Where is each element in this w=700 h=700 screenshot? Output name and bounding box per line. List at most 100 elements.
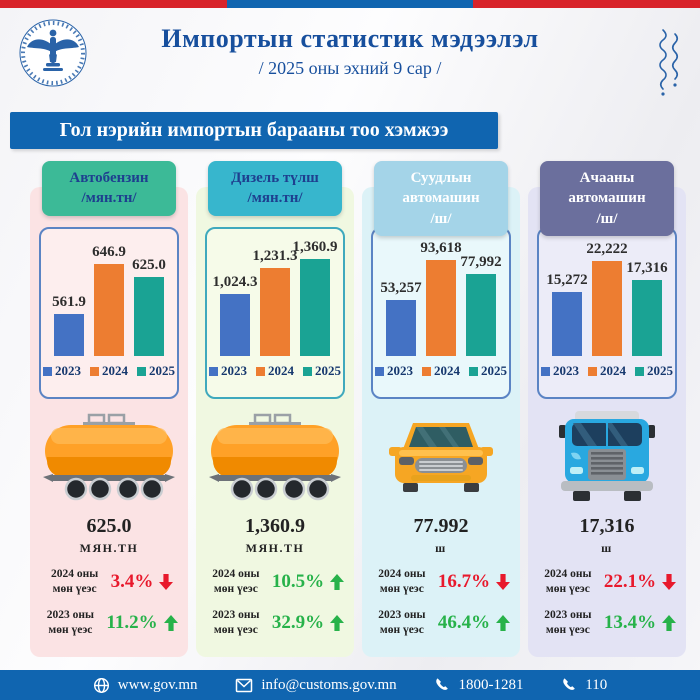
footer-phone-link[interactable]: 1800-1281 — [434, 677, 523, 694]
change-vs-2023: 2023 оны мөн үеэс 13.4% — [532, 608, 682, 638]
total-unit: МЯН.ТН — [79, 541, 139, 555]
column-passenger-cars: Суудлын автомашин /ш/ 53,257 93,618 77,992… — [362, 161, 520, 657]
change-label: 2023 оны мөн үеэс — [378, 608, 426, 636]
chart-legend: 2023 2024 2025 — [209, 363, 341, 379]
chart-legend: 2023 2024 2025 — [375, 363, 507, 379]
chart-plot: 1,024.3 1,231.3 1,360.9 — [209, 237, 341, 356]
legend-item-2023: 2023 — [209, 363, 247, 379]
column-gasoline: Автобензин /мян.тн/ 561.9 646.9 625.0 2023… — [30, 161, 188, 657]
legend-item-2025: 2025 — [635, 363, 673, 379]
column-title-line: Автобензин — [69, 170, 149, 186]
top-stripe-red-right — [473, 0, 700, 8]
legend-item-2023: 2023 — [43, 363, 81, 379]
change-label: 2024 оны мөн үеэс — [51, 568, 99, 595]
change-vs-2024: 2024 оны мөн үеэс 3.4% — [34, 567, 184, 597]
car-icon — [389, 423, 493, 492]
change-percent: 32.9% — [271, 611, 325, 633]
change-rows: 2024 оны мөн үеэс 22.1% 2023 оны мөн үеэс … — [528, 565, 686, 638]
chart-legend: 2023 2024 2025 — [541, 363, 673, 379]
top-stripe-red-left — [0, 0, 227, 8]
total-unit: ш — [435, 541, 447, 555]
column-title-line: Ачааны — [579, 170, 635, 186]
bar-2025: 77,992 — [460, 254, 502, 356]
change-label: 2023 оны мөн үеэс — [212, 608, 260, 636]
change-rows: 2024 оны мөн үеэс 10.5% 2023 оны мөн үеэс … — [196, 565, 354, 638]
total-value: 625.0 — [86, 515, 132, 537]
bar-chart-gasoline: 561.9 646.9 625.0 2023 2024 2025 — [39, 227, 179, 399]
change-vs-2024: 2024 оны мөн үеэс 22.1% — [532, 567, 682, 597]
rail-tanker-icon — [209, 413, 341, 501]
total-block: 77.992 ш — [362, 515, 520, 565]
bar-chart-passenger-cars: 53,257 93,618 77,992 2023 2024 2025 — [371, 227, 511, 399]
change-label: 2024 оны мөн үеэс — [378, 568, 426, 595]
change-percent: 16.7% — [437, 570, 491, 592]
column-panel: 53,257 93,618 77,992 2023 2024 2025 — [362, 187, 520, 657]
change-vs-2024: 2024 оны мөн үеэс 10.5% — [200, 567, 350, 597]
footer: www.gov.mn info@customs.gov.mn 1800-1281… — [0, 670, 700, 700]
bar-2024: 22,222 — [586, 241, 628, 356]
footer-email-link[interactable]: info@customs.gov.mn — [235, 677, 397, 694]
column-header-gasoline: Автобензин /мян.тн/ — [42, 161, 176, 216]
change-vs-2023: 2023 оны мөн үеэс 32.9% — [200, 608, 350, 638]
legend-item-2025: 2025 — [137, 363, 175, 379]
bar-2023: 561.9 — [52, 294, 86, 356]
arrow-icon — [330, 573, 345, 590]
total-value: 77.992 — [413, 515, 469, 537]
email-icon — [236, 678, 253, 692]
column-unit-line: /мян.тн/ — [247, 190, 303, 207]
arrow-icon — [496, 614, 511, 631]
column-title-line: Дизель түлш — [231, 170, 319, 186]
bar-2025: 625.0 — [132, 257, 166, 356]
vehicle-illustration — [528, 399, 686, 515]
vehicle-illustration — [30, 399, 188, 515]
arrow-icon — [163, 614, 178, 631]
legend-item-2025: 2025 — [469, 363, 507, 379]
change-vs-2024: 2024 оны мөн үеэс 16.7% — [366, 567, 516, 597]
total-block: 17,316 ш — [528, 515, 686, 565]
chart-plot: 15,272 22,222 17,316 — [541, 237, 673, 356]
arrow-icon — [496, 573, 511, 590]
truck-icon — [559, 411, 655, 501]
bar-2025: 1,360.9 — [293, 239, 338, 356]
total-unit: ш — [601, 541, 613, 555]
change-percent: 13.4% — [603, 611, 657, 633]
legend-item-2024: 2024 — [90, 363, 128, 379]
column-panel: 561.9 646.9 625.0 2023 2024 2025 — [30, 187, 188, 657]
arrow-icon — [662, 614, 677, 631]
change-percent: 22.1% — [603, 570, 657, 592]
chart-plot: 561.9 646.9 625.0 — [43, 237, 175, 356]
change-percent: 10.5% — [271, 570, 325, 592]
total-block: 625.0 МЯН.ТН — [30, 515, 188, 565]
column-header-trucks: Ачааны автомашин /ш/ — [540, 161, 674, 236]
top-stripe — [0, 0, 700, 8]
column-unit-line: /ш/ — [430, 210, 452, 227]
bar-chart-diesel: 1,024.3 1,231.3 1,360.9 2023 2024 2025 — [205, 227, 345, 399]
arrow-icon — [159, 573, 174, 590]
bar-2023: 53,257 — [380, 280, 422, 356]
legend-item-2023: 2023 — [375, 363, 413, 379]
phone-icon — [436, 678, 449, 690]
column-title-line: Суудлын — [410, 170, 472, 186]
change-percent: 11.2% — [106, 611, 158, 633]
legend-item-2023: 2023 — [541, 363, 579, 379]
mongolian-customs-logo-icon — [19, 19, 87, 87]
arrow-icon — [330, 614, 345, 631]
column-unit-line: /мян.тн/ — [81, 190, 137, 207]
change-label: 2023 оны мөн үеэс — [46, 608, 94, 636]
change-percent: 3.4% — [110, 570, 154, 592]
footer-website-link[interactable]: www.gov.mn — [93, 677, 198, 694]
footer-emergency-link[interactable]: 110 — [561, 677, 607, 694]
total-value: 17,316 — [579, 515, 635, 537]
change-vs-2023: 2023 оны мөн үеэс 11.2% — [34, 608, 184, 638]
vehicle-illustration — [362, 399, 520, 515]
legend-item-2024: 2024 — [422, 363, 460, 379]
bar-2023: 15,272 — [546, 272, 588, 356]
mongolian-script-icon — [659, 29, 679, 96]
legend-item-2024: 2024 — [588, 363, 626, 379]
section-title: Гол нэрийн импортын барааны тоо хэмжээ — [10, 112, 498, 149]
bar-2024: 93,618 — [420, 240, 462, 356]
column-header-diesel: Дизель түлш /мян.тн/ — [208, 161, 342, 216]
globe-icon — [93, 677, 109, 693]
column-diesel: Дизель түлш /мян.тн/ 1,024.3 1,231.3 1,360… — [196, 161, 354, 657]
change-label: 2023 оны мөн үеэс — [544, 608, 592, 636]
